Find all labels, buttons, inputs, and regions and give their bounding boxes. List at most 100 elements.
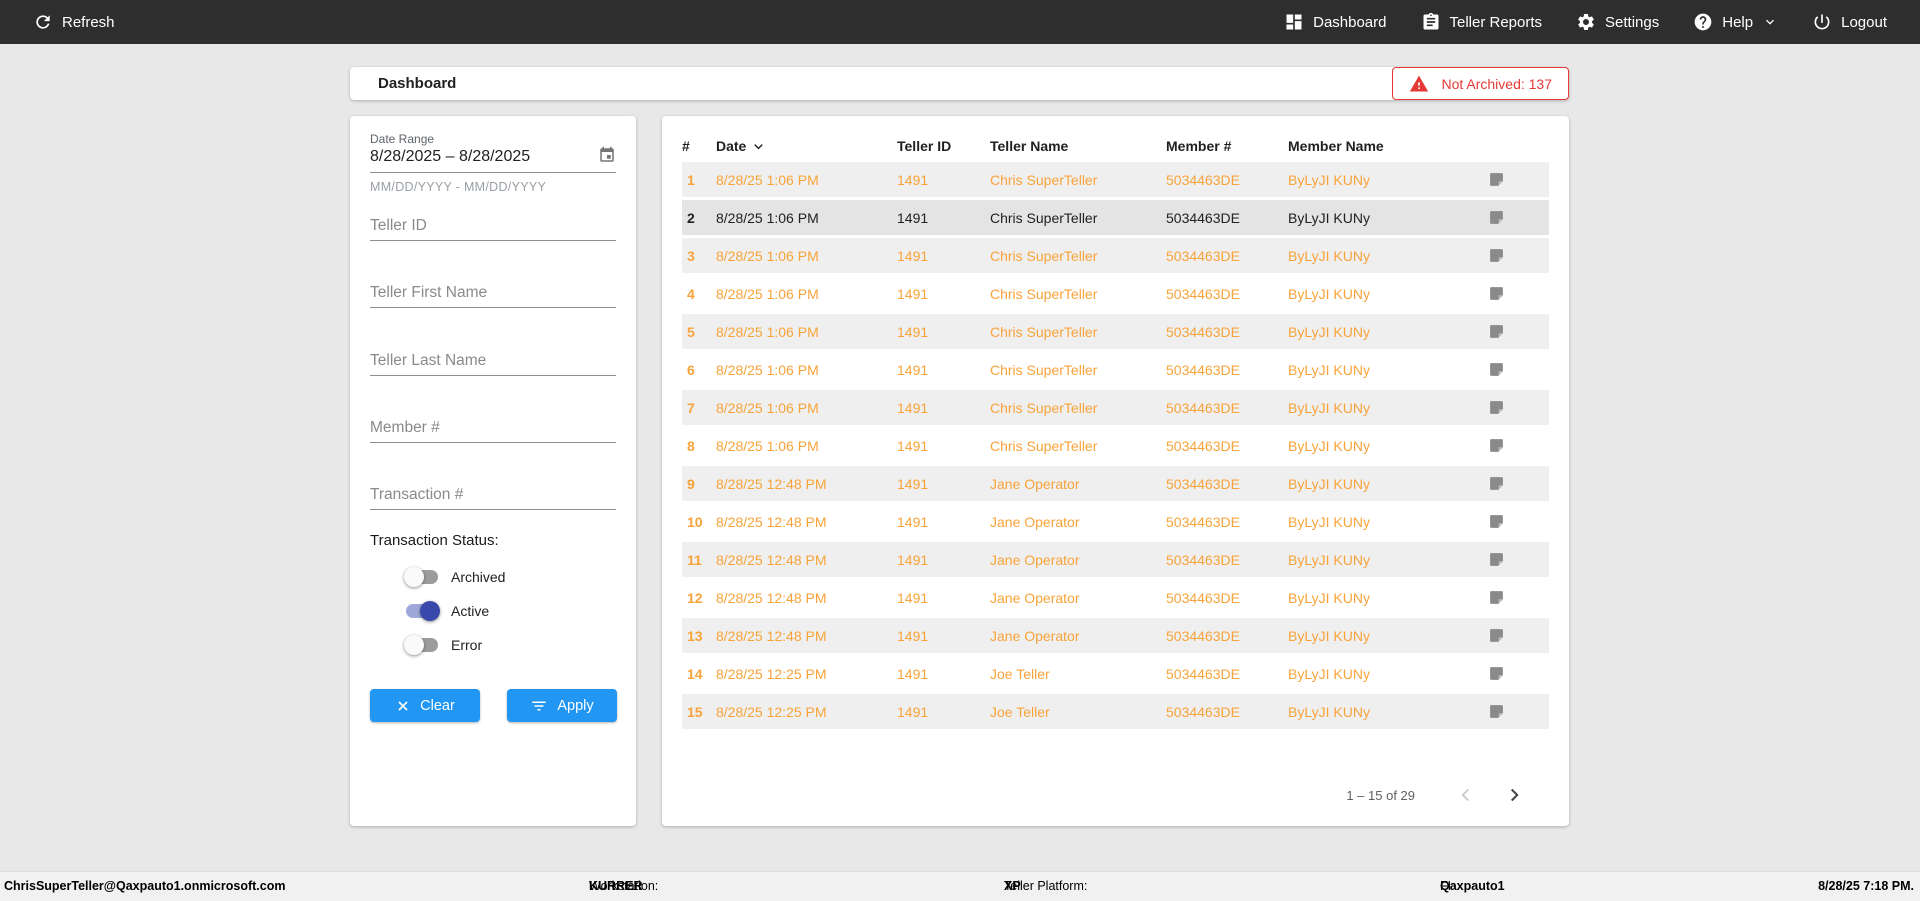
archived-toggle-switch[interactable] [404,567,440,587]
col-header-member-num[interactable]: Member # [1166,138,1232,154]
note-icon[interactable] [1485,171,1549,188]
cell-member-number: 5034463DE [1166,513,1240,530]
refresh-button[interactable]: Refresh [16,0,132,44]
note-icon[interactable] [1485,323,1549,340]
cell-date: 8/28/25 12:25 PM [716,665,827,682]
table-row[interactable]: 3 8/28/25 1:06 PM 1491 Chris SuperTeller… [682,238,1549,273]
nav-item-teller-reports[interactable]: Teller Reports [1404,0,1560,44]
table-row[interactable]: 2 8/28/25 1:06 PM 1491 Chris SuperTeller… [682,200,1549,235]
cell-date: 8/28/25 12:48 PM [716,589,827,606]
note-icon[interactable] [1485,589,1549,606]
previous-page-button[interactable] [1449,778,1483,812]
cell-teller-id: 1491 [897,361,929,378]
cell-member-name: ByLyJI KUNy [1288,437,1370,454]
cell-teller-id: 1491 [897,209,929,226]
table-row[interactable]: 10 8/28/25 12:48 PM 1491 Jane Operator 5… [682,504,1549,539]
cell-date: 8/28/25 12:25 PM [716,703,827,720]
cell-date: 8/28/25 1:06 PM [716,399,819,416]
teller-last-name-input[interactable] [370,346,616,376]
table-row[interactable]: 5 8/28/25 1:06 PM 1491 Chris SuperTeller… [682,314,1549,349]
table-row[interactable]: 11 8/28/25 12:48 PM 1491 Jane Operator 5… [682,542,1549,577]
table-row[interactable]: 15 8/28/25 12:25 PM 1491 Joe Teller 5034… [682,694,1549,729]
cell-member-name: ByLyJI KUNy [1288,589,1370,606]
cell-date: 8/28/25 1:06 PM [716,361,819,378]
cell-teller-id: 1491 [897,171,929,188]
toggle-error[interactable]: Error [404,634,482,656]
table-row[interactable]: 7 8/28/25 1:06 PM 1491 Chris SuperTeller… [682,390,1549,425]
table-row[interactable]: 14 8/28/25 12:25 PM 1491 Joe Teller 5034… [682,656,1549,691]
col-header-date[interactable]: Date [716,138,897,155]
top-nav: Refresh Dashboard Teller Reports Sett [0,0,1920,44]
note-icon[interactable] [1485,665,1549,682]
transaction-number-input[interactable] [370,480,616,510]
note-icon[interactable] [1485,475,1549,492]
note-icon[interactable] [1485,513,1549,530]
table-row[interactable]: 12 8/28/25 12:48 PM 1491 Jane Operator 5… [682,580,1549,615]
note-icon[interactable] [1485,703,1549,720]
note-icon[interactable] [1485,399,1549,416]
not-archived-badge[interactable]: Not Archived: 137 [1392,67,1569,100]
toggle-archived[interactable]: Archived [404,566,505,588]
active-toggle-switch[interactable] [404,601,440,621]
chevron-down-icon [1762,14,1778,30]
note-icon[interactable] [1485,437,1549,454]
table-row[interactable]: 1 8/28/25 1:06 PM 1491 Chris SuperTeller… [682,162,1549,197]
teller-first-name-input[interactable] [370,278,616,308]
table-row[interactable]: 8 8/28/25 1:06 PM 1491 Chris SuperTeller… [682,428,1549,463]
cell-date: 8/28/25 1:06 PM [716,209,819,226]
col-header-member-name[interactable]: Member Name [1288,138,1384,154]
table-row[interactable]: 6 8/28/25 1:06 PM 1491 Chris SuperTeller… [682,352,1549,387]
filter-icon [530,697,548,715]
nav-right: Dashboard Teller Reports Settings Help [1267,0,1904,44]
cell-member-number: 5034463DE [1166,551,1240,568]
cell-member-number: 5034463DE [1166,589,1240,606]
date-range-input[interactable]: 8/28/2025 – 8/28/2025 [370,146,616,173]
cell-teller-id: 1491 [897,703,929,720]
apply-button[interactable]: Apply [507,689,617,722]
nav-item-settings[interactable]: Settings [1559,0,1676,44]
note-icon[interactable] [1485,247,1549,264]
col-header-teller-id[interactable]: Teller ID [897,138,952,154]
col-header-teller-name[interactable]: Teller Name [990,138,1069,154]
filter-panel: Date Range 8/28/2025 – 8/28/2025 MM/DD/Y… [350,116,636,826]
note-icon[interactable] [1485,627,1549,644]
cell-teller-id: 1491 [897,513,929,530]
note-icon[interactable] [1485,285,1549,302]
sort-desc-icon [750,138,767,155]
note-icon[interactable] [1485,551,1549,568]
cell-teller-name: Chris SuperTeller [990,171,1098,188]
calendar-icon[interactable] [598,146,616,169]
nav-item-label: Help [1722,13,1754,31]
table-row[interactable]: 9 8/28/25 12:48 PM 1491 Jane Operator 50… [682,466,1549,501]
cell-teller-name: Chris SuperTeller [990,323,1098,340]
page-header-card: Dashboard Not Archived: 137 [350,67,1569,100]
cell-teller-name: Chris SuperTeller [990,247,1098,264]
clear-button[interactable]: Clear [370,689,480,722]
table-row[interactable]: 4 8/28/25 1:06 PM 1491 Chris SuperTeller… [682,276,1549,311]
cell-member-number: 5034463DE [1166,665,1240,682]
help-icon [1693,12,1713,32]
cell-date: 8/28/25 1:06 PM [716,437,819,454]
error-toggle-switch[interactable] [404,635,440,655]
note-icon[interactable] [1485,209,1549,226]
cell-teller-name: Jane Operator [990,475,1080,492]
cell-member-name: ByLyJI KUNy [1288,323,1370,340]
teller-id-input[interactable] [370,211,616,241]
nav-item-help[interactable]: Help [1676,0,1795,44]
col-header-num[interactable]: # [682,138,690,154]
note-icon[interactable] [1485,361,1549,378]
cell-member-number: 5034463DE [1166,323,1240,340]
cell-date: 8/28/25 12:48 PM [716,551,827,568]
status-bar-datetime: 8/28/25 7:18 PM. [1818,879,1914,893]
cell-member-number: 5034463DE [1166,475,1240,492]
nav-item-logout[interactable]: Logout [1795,0,1904,44]
member-number-input[interactable] [370,413,616,443]
cell-row-number: 1 [687,171,695,188]
cell-date: 8/28/25 12:48 PM [716,475,827,492]
nav-item-label: Logout [1841,13,1887,31]
cell-row-number: 10 [687,513,703,530]
nav-item-dashboard[interactable]: Dashboard [1267,0,1403,44]
toggle-active[interactable]: Active [404,600,489,622]
next-page-button[interactable] [1497,778,1531,812]
table-row[interactable]: 13 8/28/25 12:48 PM 1491 Jane Operator 5… [682,618,1549,653]
